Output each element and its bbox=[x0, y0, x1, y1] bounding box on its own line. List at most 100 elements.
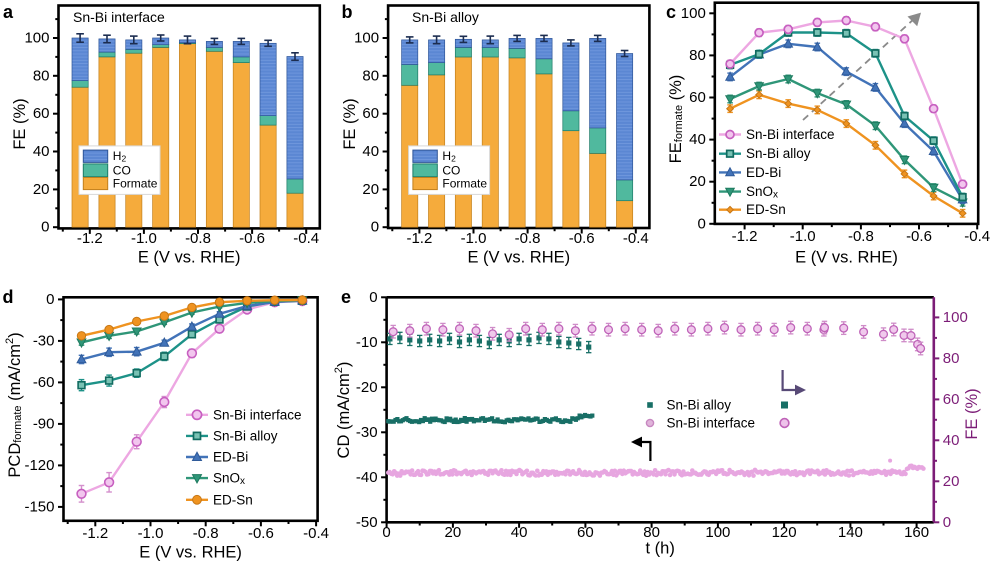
svg-text:-120: -120 bbox=[24, 457, 54, 474]
svg-text:a: a bbox=[3, 2, 14, 22]
svg-text:PCDformate (mA/cm2): PCDformate (mA/cm2) bbox=[4, 332, 24, 477]
svg-text:20: 20 bbox=[33, 181, 50, 198]
svg-text:t (h): t (h) bbox=[646, 540, 675, 558]
svg-text:Sn-Bi alloy: Sn-Bi alloy bbox=[667, 398, 732, 413]
svg-text:-30: -30 bbox=[356, 424, 378, 441]
svg-text:60: 60 bbox=[33, 105, 50, 122]
svg-text:Sn-Bi interface: Sn-Bi interface bbox=[746, 127, 835, 142]
svg-text:-0.8: -0.8 bbox=[848, 228, 874, 245]
svg-text:40: 40 bbox=[33, 143, 50, 160]
svg-text:Sn-Bi interface: Sn-Bi interface bbox=[73, 9, 165, 25]
svg-text:160: 160 bbox=[904, 524, 929, 541]
svg-text:CO: CO bbox=[113, 163, 131, 177]
svg-text:-40: -40 bbox=[356, 469, 378, 486]
svg-text:E (V vs. RHE): E (V vs. RHE) bbox=[138, 249, 241, 267]
svg-text:20: 20 bbox=[445, 524, 462, 541]
svg-text:-0.4: -0.4 bbox=[623, 230, 649, 247]
svg-text:b: b bbox=[342, 2, 353, 22]
svg-text:80: 80 bbox=[689, 47, 706, 64]
svg-text:80: 80 bbox=[643, 524, 660, 541]
svg-text:c: c bbox=[666, 2, 676, 22]
svg-text:-0.6: -0.6 bbox=[906, 228, 932, 245]
svg-text:60: 60 bbox=[362, 105, 379, 122]
svg-text:Sn-Bi alloy: Sn-Bi alloy bbox=[412, 9, 479, 25]
svg-text:100: 100 bbox=[354, 30, 379, 47]
svg-text:100: 100 bbox=[24, 30, 49, 47]
svg-text:60: 60 bbox=[943, 391, 960, 408]
svg-text:-0.8: -0.8 bbox=[515, 230, 541, 247]
svg-text:SnOx: SnOx bbox=[746, 184, 778, 200]
svg-text:FE (%): FE (%) bbox=[341, 98, 359, 149]
svg-text:-0.4: -0.4 bbox=[964, 228, 990, 245]
svg-text:140: 140 bbox=[838, 524, 863, 541]
svg-text:80: 80 bbox=[943, 350, 960, 367]
svg-text:100: 100 bbox=[681, 5, 706, 22]
svg-text:20: 20 bbox=[943, 473, 960, 490]
svg-text:E (V vs. RHE): E (V vs. RHE) bbox=[139, 544, 242, 562]
svg-text:-0.8: -0.8 bbox=[193, 525, 219, 542]
svg-text:ED-Sn: ED-Sn bbox=[213, 492, 253, 507]
svg-text:-1.2: -1.2 bbox=[732, 228, 758, 245]
svg-text:-0.6: -0.6 bbox=[248, 525, 274, 542]
svg-text:-0.4: -0.4 bbox=[293, 230, 319, 247]
svg-text:60: 60 bbox=[577, 524, 594, 541]
svg-text:ED-Sn: ED-Sn bbox=[746, 202, 786, 217]
svg-text:40: 40 bbox=[689, 131, 706, 148]
svg-text:Sn-Bi alloy: Sn-Bi alloy bbox=[746, 146, 811, 161]
svg-text:40: 40 bbox=[362, 143, 379, 160]
svg-text:120: 120 bbox=[772, 524, 797, 541]
svg-text:20: 20 bbox=[689, 173, 706, 190]
svg-text:-1.2: -1.2 bbox=[406, 230, 432, 247]
svg-text:60: 60 bbox=[689, 89, 706, 106]
svg-text:80: 80 bbox=[362, 67, 379, 84]
svg-text:20: 20 bbox=[362, 181, 379, 198]
svg-text:0: 0 bbox=[371, 219, 379, 236]
svg-text:FE (%): FE (%) bbox=[963, 388, 981, 439]
svg-text:E (V vs. RHE): E (V vs. RHE) bbox=[795, 249, 898, 267]
svg-text:-0.8: -0.8 bbox=[185, 230, 211, 247]
svg-text:0: 0 bbox=[697, 215, 705, 232]
svg-text:-0.6: -0.6 bbox=[239, 230, 265, 247]
svg-text:Sn-Bi interface: Sn-Bi interface bbox=[213, 407, 302, 422]
svg-text:Sn-Bi interface: Sn-Bi interface bbox=[667, 416, 756, 431]
svg-text:0: 0 bbox=[46, 291, 54, 308]
svg-text:80: 80 bbox=[33, 67, 50, 84]
svg-text:-1.2: -1.2 bbox=[82, 525, 108, 542]
svg-text:-1.2: -1.2 bbox=[77, 230, 103, 247]
svg-text:0: 0 bbox=[41, 219, 49, 236]
svg-text:100: 100 bbox=[705, 524, 730, 541]
svg-text:FE (%): FE (%) bbox=[11, 98, 29, 149]
svg-text:-1.0: -1.0 bbox=[790, 228, 816, 245]
svg-text:-30: -30 bbox=[33, 332, 55, 349]
svg-text:SnOx: SnOx bbox=[213, 471, 245, 487]
svg-text:-90: -90 bbox=[33, 415, 55, 432]
svg-text:0: 0 bbox=[382, 524, 390, 541]
svg-text:E (V vs. RHE): E (V vs. RHE) bbox=[467, 249, 570, 267]
svg-text:ED-Bi: ED-Bi bbox=[213, 450, 248, 465]
svg-text:-50: -50 bbox=[356, 514, 378, 531]
svg-text:-60: -60 bbox=[33, 374, 55, 391]
svg-text:e: e bbox=[341, 287, 351, 307]
svg-text:-0.6: -0.6 bbox=[569, 230, 595, 247]
svg-text:-1.0: -1.0 bbox=[461, 230, 487, 247]
svg-text:H2: H2 bbox=[113, 149, 127, 163]
svg-text:CD (mA/cm2): CD (mA/cm2) bbox=[333, 362, 353, 459]
svg-text:0: 0 bbox=[369, 289, 377, 306]
svg-text:H2: H2 bbox=[442, 149, 456, 163]
svg-text:-0.4: -0.4 bbox=[303, 525, 329, 542]
svg-text:-1.0: -1.0 bbox=[138, 525, 164, 542]
svg-text:0: 0 bbox=[943, 514, 951, 531]
svg-text:ED-Bi: ED-Bi bbox=[746, 165, 781, 180]
svg-text:CO: CO bbox=[442, 163, 460, 177]
svg-text:-150: -150 bbox=[24, 498, 54, 515]
svg-text:40: 40 bbox=[511, 524, 528, 541]
svg-text:-10: -10 bbox=[356, 334, 378, 351]
svg-text:-20: -20 bbox=[356, 379, 378, 396]
svg-text:100: 100 bbox=[943, 309, 968, 326]
svg-text:Formate: Formate bbox=[442, 177, 487, 191]
svg-text:Formate: Formate bbox=[113, 177, 158, 191]
svg-text:-1.0: -1.0 bbox=[131, 230, 157, 247]
svg-text:d: d bbox=[3, 287, 14, 307]
svg-text:Sn-Bi alloy: Sn-Bi alloy bbox=[213, 428, 278, 443]
svg-text:40: 40 bbox=[943, 432, 960, 449]
